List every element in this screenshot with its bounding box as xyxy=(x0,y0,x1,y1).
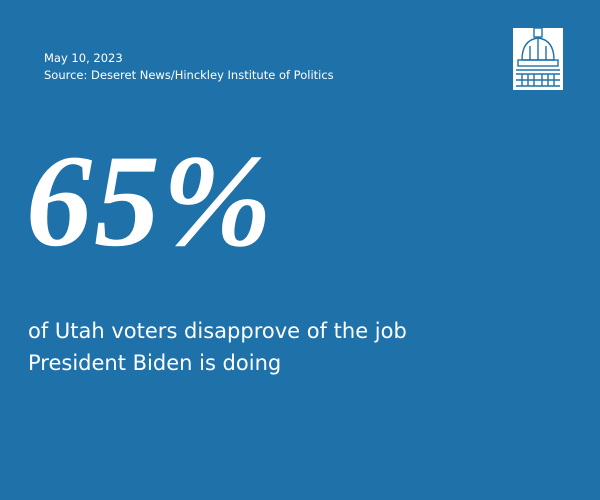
stat-caption: of Utah voters disapprove of the job Pre… xyxy=(28,319,407,375)
date: May 10, 2023 xyxy=(44,51,123,65)
capitol-logo xyxy=(513,20,563,90)
logo-dome xyxy=(516,20,560,87)
source: Source: Deseret News/Hinckley Institute … xyxy=(44,68,334,82)
headline-stat: 65% xyxy=(26,127,274,274)
